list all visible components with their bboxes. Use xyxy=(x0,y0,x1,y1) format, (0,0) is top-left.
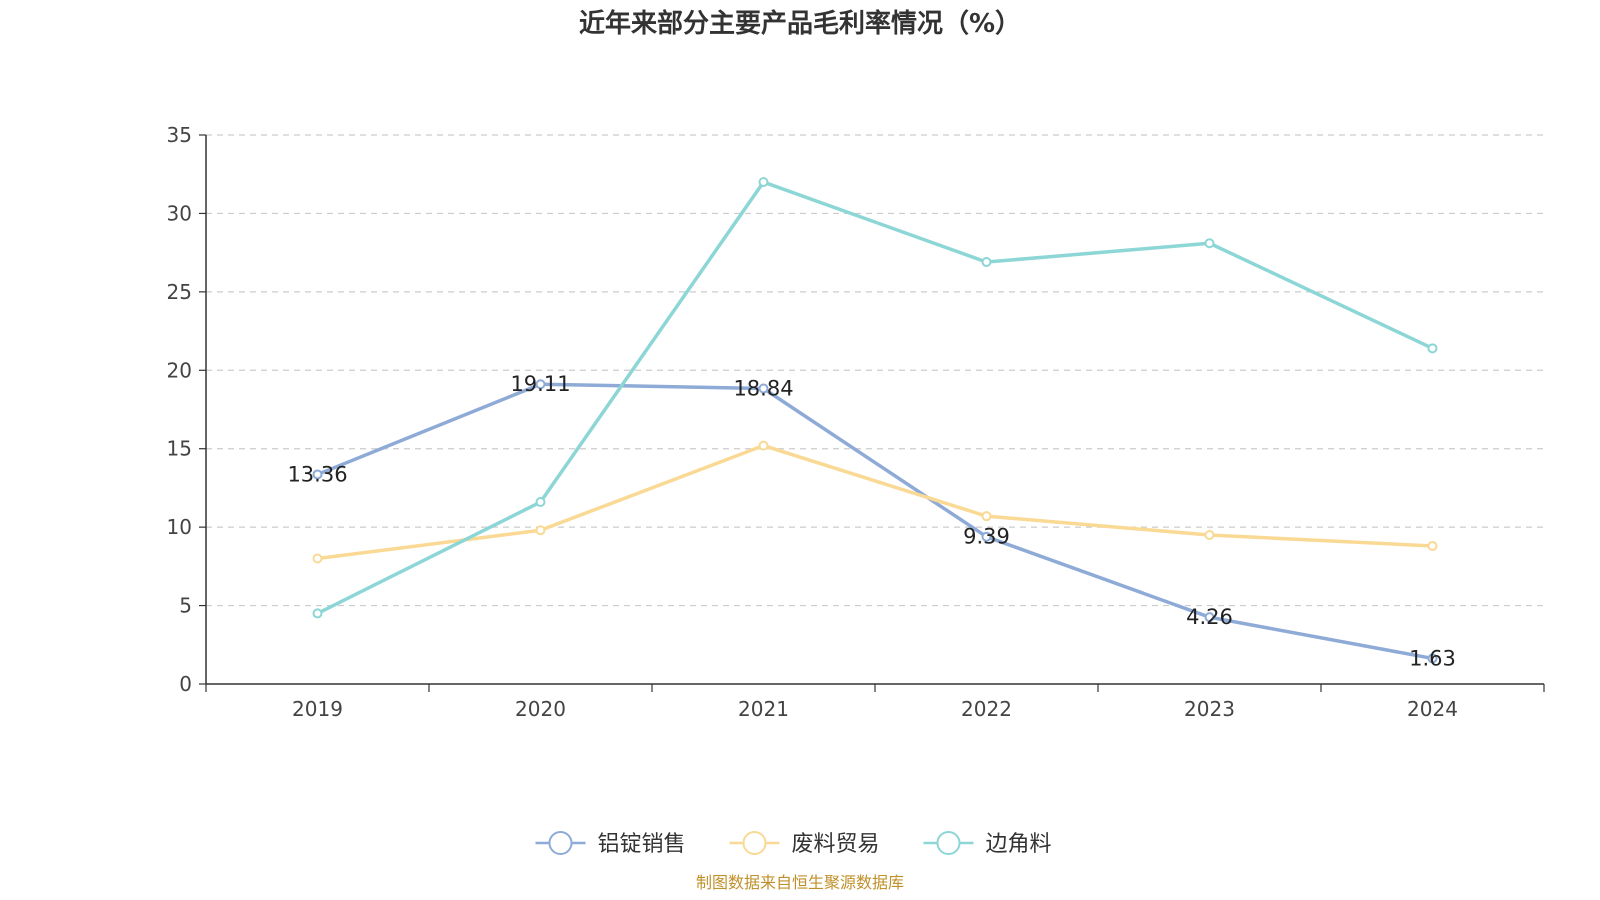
x-tick-label: 2021 xyxy=(738,697,789,721)
grid-lines xyxy=(206,134,1544,607)
source-note: 制图数据来自恒生聚源数据库 xyxy=(696,873,904,892)
legend: 铝锭销售 废料贸易 边角料 xyxy=(535,831,1052,857)
data-point[interactable] xyxy=(1204,529,1215,540)
data-point[interactable] xyxy=(312,469,323,480)
data-point[interactable] xyxy=(981,257,992,268)
y-tick-label: 30 xyxy=(167,201,192,225)
series-line xyxy=(315,382,1435,661)
data-label: 19.11 xyxy=(510,372,570,396)
legend-marker xyxy=(548,831,573,855)
data-label: 9.39 xyxy=(963,525,1010,549)
data-point[interactable] xyxy=(981,531,992,542)
data-labels: 13.36 19.11 18.84 9.39 4.26 1.63 xyxy=(287,372,1455,670)
legend-label: 边角料 xyxy=(986,832,1052,857)
legend-marker xyxy=(742,831,767,855)
data-point[interactable] xyxy=(535,497,546,508)
y-tick-label: 0 xyxy=(179,672,192,696)
data-label: 1.63 xyxy=(1409,646,1456,670)
legend-item[interactable]: 铝锭销售 xyxy=(535,831,686,857)
legend-item[interactable]: 废料贸易 xyxy=(729,831,880,857)
data-point[interactable] xyxy=(981,511,992,522)
x-tick-label: 2024 xyxy=(1407,697,1458,721)
data-point[interactable] xyxy=(312,553,323,564)
x-tick-label: 2020 xyxy=(515,697,566,721)
data-label: 13.36 xyxy=(287,462,347,486)
y-tick-label: 35 xyxy=(167,123,192,147)
x-tick-label: 2019 xyxy=(292,697,343,721)
series-line xyxy=(315,443,1435,561)
y-tick-label: 25 xyxy=(167,280,192,304)
data-point[interactable] xyxy=(1427,540,1438,551)
data-point[interactable] xyxy=(1427,343,1438,354)
data-point[interactable] xyxy=(1204,612,1215,623)
legend-label: 废料贸易 xyxy=(792,832,880,857)
y-tick-label: 15 xyxy=(167,437,192,461)
series-line xyxy=(315,180,1435,616)
chart-title: 近年来部分主要产品毛利率情况（%） xyxy=(579,8,1021,39)
data-point[interactable] xyxy=(535,379,546,390)
legend-label: 铝锭销售 xyxy=(598,832,686,857)
series-group xyxy=(312,177,1438,664)
data-label: 18.84 xyxy=(733,376,793,400)
data-point[interactable] xyxy=(312,608,323,619)
data-point[interactable] xyxy=(1427,653,1438,664)
legend-marker xyxy=(936,831,961,855)
legend-item[interactable]: 边角料 xyxy=(923,831,1052,857)
y-tick-label: 10 xyxy=(167,515,192,539)
data-point[interactable] xyxy=(758,383,769,394)
x-tick-label: 2022 xyxy=(961,697,1012,721)
axes: 0 5 10 15 20 25 30 35 2019 2020 2021 2022 2023 2024 xyxy=(167,123,1545,721)
x-tick-label: 2023 xyxy=(1184,697,1235,721)
y-tick-label: 5 xyxy=(179,594,192,618)
data-point[interactable] xyxy=(758,440,769,451)
y-tick-label: 20 xyxy=(167,358,192,382)
data-label: 4.26 xyxy=(1186,605,1233,629)
data-point[interactable] xyxy=(535,525,546,536)
data-point[interactable] xyxy=(758,177,769,188)
data-point[interactable] xyxy=(1204,238,1215,249)
